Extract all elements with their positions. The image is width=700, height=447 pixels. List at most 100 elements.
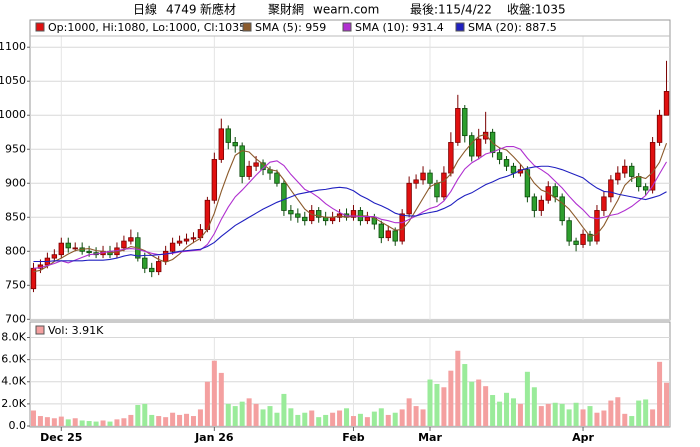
volume-bar: [622, 413, 628, 426]
volume-bar: [497, 401, 503, 426]
volume-bar: [490, 395, 496, 426]
x-tick-label: Mar: [418, 431, 442, 444]
candle-body: [218, 128, 225, 160]
volume-bar: [114, 419, 120, 426]
volume-bar: [615, 397, 621, 426]
volume-bar: [664, 382, 670, 426]
volume-bar: [232, 406, 238, 426]
volume-bar: [58, 416, 64, 426]
legend-label: SMA (20): 887.5: [468, 21, 557, 34]
volume-bar: [344, 408, 350, 426]
volume-bar: [657, 361, 663, 426]
candle-body: [176, 240, 183, 244]
volume-bar: [476, 379, 482, 426]
y-tick-label: 6.0K: [1, 353, 26, 366]
volume-bar: [650, 409, 656, 426]
volume-bar: [594, 412, 600, 426]
volume-bar: [364, 417, 370, 426]
volume-bar: [566, 409, 572, 426]
candle-body: [482, 131, 489, 140]
volume-bar: [302, 412, 308, 426]
volume-bar: [483, 386, 489, 426]
y-tick-label: 900: [5, 176, 26, 189]
volume-bar: [455, 350, 461, 426]
volume-bar: [580, 409, 586, 426]
volume-bar: [462, 364, 468, 426]
y-tick-label: 2.0K: [1, 397, 26, 410]
last-close: 收盤:1035: [507, 3, 566, 17]
legend-swatch: [455, 22, 465, 32]
legend-swatch: [342, 22, 352, 32]
volume-bar: [190, 416, 196, 426]
candle-body: [371, 216, 378, 225]
volume-bar: [274, 412, 280, 426]
y-tick-label: 750: [5, 278, 26, 291]
volume-bar: [399, 409, 405, 426]
volume-bar: [225, 403, 231, 426]
candle-body: [309, 210, 315, 222]
volume-bar: [427, 379, 433, 426]
volume-bar: [107, 421, 113, 426]
candle-body: [86, 250, 92, 254]
candle-body: [615, 172, 621, 181]
candle-body: [601, 196, 607, 211]
candle-body: [566, 220, 572, 242]
volume-bar: [156, 416, 162, 426]
candle-body: [573, 240, 579, 245]
candle-body: [58, 242, 64, 256]
candle-body: [364, 216, 371, 222]
volume-bar: [135, 404, 141, 426]
volume-bar: [323, 414, 329, 426]
x-tick-label: Jan 26: [194, 431, 234, 444]
y-tick-label: 850: [5, 210, 26, 223]
volume-bar: [469, 381, 475, 426]
volume-bar: [524, 371, 530, 426]
legend-swatch: [35, 22, 45, 32]
volume-bar: [420, 409, 426, 426]
candle-body: [51, 254, 58, 259]
sma-line: [33, 165, 667, 263]
candle-body: [455, 108, 461, 143]
candle-body: [420, 172, 426, 181]
x-tick-label: Apr: [572, 431, 594, 444]
volume-bar: [552, 402, 558, 426]
candle-body: [427, 172, 433, 184]
legend-label: Op:1000, Hi:1080, Lo:1000, Cl:1035: [48, 21, 246, 34]
volume-bar: [267, 406, 273, 426]
candle-body: [475, 138, 482, 157]
stock-code: 4749: [166, 3, 197, 17]
candle-body: [587, 233, 593, 242]
volume-bar: [239, 401, 245, 426]
candle-body: [392, 230, 398, 242]
candle-body: [503, 159, 510, 167]
volume-bar: [441, 387, 447, 426]
volume-bar: [504, 392, 510, 426]
volume-bar: [65, 419, 71, 426]
last-date: 最後:115/4/22: [410, 3, 492, 17]
candle-body: [225, 128, 231, 143]
volume-bar: [170, 412, 176, 426]
volume-bar: [406, 398, 412, 426]
y-tick-label: 800: [5, 244, 26, 257]
candle-body: [302, 216, 308, 222]
candle-body: [281, 182, 287, 211]
volume-bar: [378, 408, 384, 426]
legend-label: SMA (5): 959: [255, 21, 326, 34]
candle-body: [378, 223, 385, 239]
volume-bar: [392, 412, 398, 426]
candle-body: [636, 176, 642, 188]
volume-bar: [246, 398, 252, 426]
candle-body: [232, 142, 238, 147]
candle-body: [288, 210, 294, 215]
y-tick-label: 1050: [0, 74, 26, 87]
volume-bar: [295, 414, 301, 426]
candle-body: [72, 247, 78, 250]
volume-bar: [72, 418, 78, 426]
volume-bar: [253, 403, 259, 426]
y-tick-label: 950: [5, 142, 26, 155]
y-tick-label: 1100: [0, 40, 26, 53]
candle-body: [538, 199, 544, 211]
volume-bar: [573, 402, 579, 426]
volume-bar: [371, 411, 377, 426]
